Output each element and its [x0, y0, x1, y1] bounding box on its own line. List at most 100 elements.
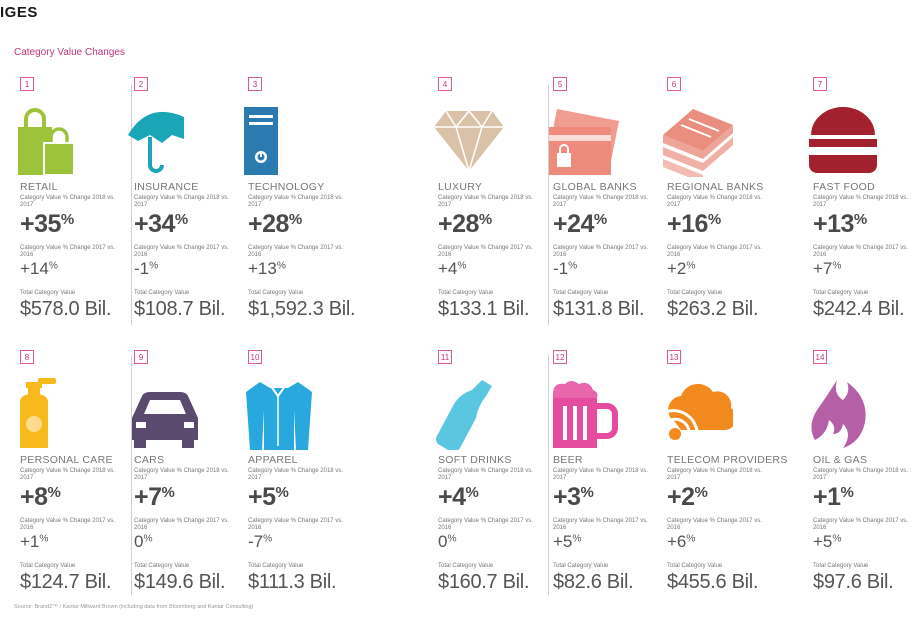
category-rank-badge: 11: [438, 350, 452, 364]
category-name: PERSONAL CARE: [20, 454, 113, 466]
category-card: 11 SOFT DRINKS Category Value % Change 2…: [432, 350, 542, 610]
total-category-value: $455.6 Bil.: [667, 571, 759, 593]
beer-mug-icon: [547, 378, 619, 450]
flame-icon: [807, 378, 879, 450]
category-rank-badge: 8: [20, 350, 34, 364]
cloud-signal-icon: [661, 378, 733, 450]
category-card: 3 TECHNOLOGY Category Value % Change 201…: [242, 77, 356, 337]
change-2017-value: 0%: [438, 532, 457, 551]
change-2018-value: +35%: [20, 210, 74, 238]
total-value-label: Total Category Value: [134, 290, 190, 296]
category-card: 13 TELECOM PROVIDERS Category Value % Ch…: [661, 350, 787, 610]
total-value-label: Total Category Value: [553, 290, 609, 296]
change-2018-value: +34%: [134, 210, 188, 238]
change-2017-value: +7%: [813, 259, 842, 278]
category-rank-badge: 4: [438, 77, 452, 91]
change-2018-value: +5%: [248, 483, 289, 511]
category-card: 10 APPAREL Category Value % Change 2018 …: [242, 350, 352, 610]
category-card: 4 LUXURY Category Value % Change 2018 vs…: [432, 77, 542, 337]
change-2018-value: +13%: [813, 210, 867, 238]
total-category-value: $111.3 Bil.: [248, 571, 337, 593]
change-2017-value: 0%: [134, 532, 153, 551]
section-subtitle: Category Value Changes: [14, 47, 125, 58]
category-rank-badge: 9: [134, 350, 148, 364]
total-value-label: Total Category Value: [667, 290, 723, 296]
shirt-icon: [242, 378, 314, 450]
change-2017-label: Category Value % Change 2017 vs. 2016: [667, 245, 762, 258]
change-2018-label: Category Value % Change 2018 vs. 2017: [20, 195, 115, 208]
change-2018-label: Category Value % Change 2018 vs. 2017: [667, 468, 762, 481]
total-value-label: Total Category Value: [438, 290, 494, 296]
page-heading: IGES: [0, 4, 38, 21]
change-2017-label: Category Value % Change 2017 vs. 2016: [438, 245, 533, 258]
category-rank-badge: 3: [248, 77, 262, 91]
category-rank-badge: 2: [134, 77, 148, 91]
change-2018-label: Category Value % Change 2018 vs. 2017: [248, 195, 343, 208]
total-category-value: $160.7 Bil.: [438, 571, 530, 593]
change-2017-value: +14%: [20, 259, 58, 278]
category-card: 12 BEER Category Value % Change 2018 vs.…: [547, 350, 657, 610]
category-rank-badge: 14: [813, 350, 827, 364]
change-2017-label: Category Value % Change 2017 vs. 2016: [20, 245, 115, 258]
change-2018-value: +28%: [248, 210, 302, 238]
total-category-value: $82.6 Bil.: [553, 571, 634, 593]
category-name: FAST FOOD: [813, 181, 876, 193]
umbrella-icon: [128, 105, 200, 177]
change-2018-label: Category Value % Change 2018 vs. 2017: [438, 195, 533, 208]
category-name: RETAIL: [20, 181, 58, 193]
change-2018-label: Category Value % Change 2018 vs. 2017: [813, 195, 908, 208]
category-name: TELECOM PROVIDERS: [667, 454, 788, 466]
total-value-label: Total Category Value: [813, 290, 869, 296]
change-2017-label: Category Value % Change 2017 vs. 2016: [553, 518, 648, 531]
change-2018-label: Category Value % Change 2018 vs. 2017: [553, 468, 648, 481]
change-2018-value: +28%: [438, 210, 492, 238]
cards-lock-icon: [547, 105, 619, 177]
change-2018-label: Category Value % Change 2018 vs. 2017: [553, 195, 648, 208]
category-rank-badge: 6: [667, 77, 681, 91]
change-2017-value: +5%: [813, 532, 842, 551]
car-icon: [128, 378, 200, 450]
burger-icon: [807, 105, 879, 177]
change-2018-value: +2%: [667, 483, 708, 511]
total-category-value: $242.4 Bil.: [813, 298, 905, 320]
category-name: APPAREL: [248, 454, 298, 466]
total-category-value: $131.8 Bil.: [553, 298, 645, 320]
category-name: SOFT DRINKS: [438, 454, 512, 466]
category-card: 6 REGIONAL BANKS Category Value % Change…: [661, 77, 771, 337]
change-2018-value: +1%: [813, 483, 854, 511]
change-2018-label: Category Value % Change 2018 vs. 2017: [667, 195, 762, 208]
change-2017-value: +4%: [438, 259, 467, 278]
category-card: 9 CARS Category Value % Change 2018 vs. …: [128, 350, 238, 610]
cash-stack-icon: [661, 105, 733, 177]
shopping-bags-icon: [14, 105, 86, 177]
change-2017-value: -1%: [134, 259, 159, 278]
category-rank-badge: 5: [553, 77, 567, 91]
change-2018-label: Category Value % Change 2018 vs. 2017: [248, 468, 343, 481]
category-rank-badge: 1: [20, 77, 34, 91]
change-2017-value: +6%: [667, 532, 696, 551]
total-value-label: Total Category Value: [134, 563, 190, 569]
total-value-label: Total Category Value: [438, 563, 494, 569]
column-divider: [131, 355, 132, 595]
change-2017-label: Category Value % Change 2017 vs. 2016: [134, 245, 229, 258]
change-2018-value: +3%: [553, 483, 594, 511]
category-card: 14 OIL & GAS Category Value % Change 201…: [807, 350, 917, 610]
total-category-value: $578.0 Bil.: [20, 298, 112, 320]
change-2017-label: Category Value % Change 2017 vs. 2016: [248, 245, 343, 258]
change-2017-value: -7%: [248, 532, 273, 551]
column-divider: [548, 85, 549, 325]
category-name: LUXURY: [438, 181, 483, 193]
soap-bottle-icon: [14, 378, 86, 450]
total-category-value: $108.7 Bil.: [134, 298, 226, 320]
total-category-value: $263.2 Bil.: [667, 298, 759, 320]
total-value-label: Total Category Value: [813, 563, 869, 569]
total-category-value: $149.6 Bil.: [134, 571, 226, 593]
change-2017-label: Category Value % Change 2017 vs. 2016: [438, 518, 533, 531]
category-rank-badge: 12: [553, 350, 567, 364]
change-2018-value: +7%: [134, 483, 175, 511]
total-value-label: Total Category Value: [20, 563, 76, 569]
category-name: CARS: [134, 454, 165, 466]
change-2018-value: +4%: [438, 483, 479, 511]
category-name: GLOBAL BANKS: [553, 181, 637, 193]
total-value-label: Total Category Value: [20, 290, 76, 296]
